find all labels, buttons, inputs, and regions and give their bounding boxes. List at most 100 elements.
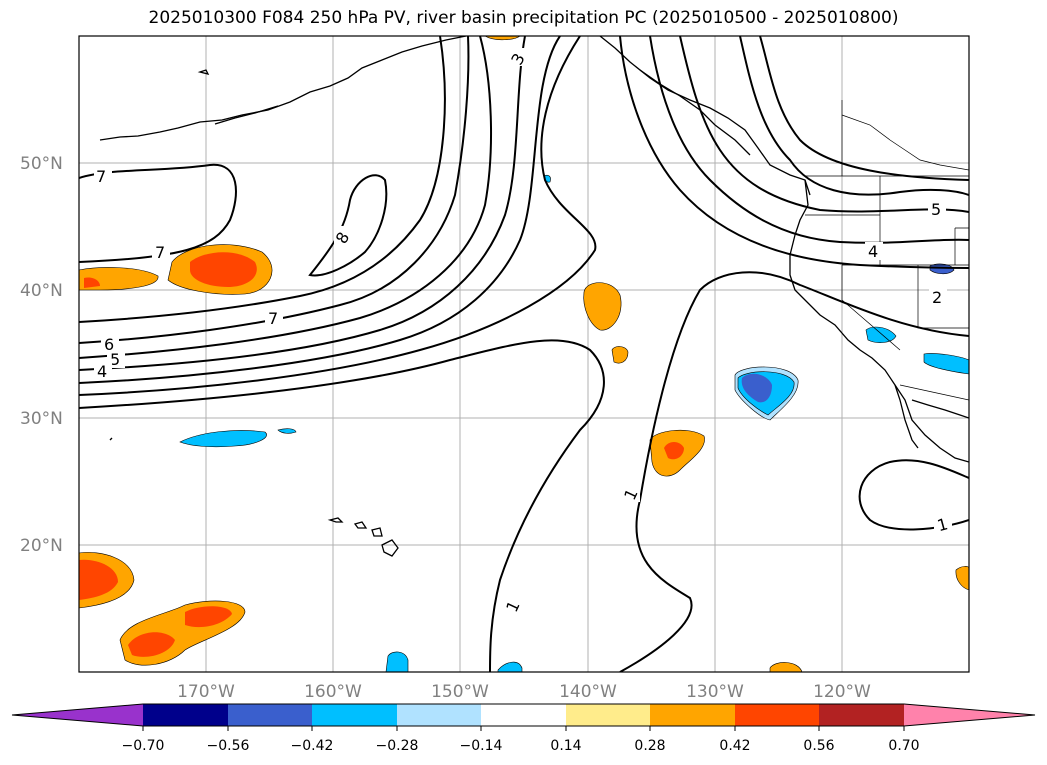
colorbar-segment-5 xyxy=(481,704,566,726)
coastline-gulf-california xyxy=(911,399,969,419)
precip-core-pos-4 xyxy=(128,632,175,657)
precip-area-pos-6 xyxy=(583,282,622,331)
colorbar-ticks xyxy=(142,726,905,731)
pv-contour-3r xyxy=(619,36,969,269)
border-us-mexico xyxy=(899,384,969,401)
cb-tick-label-6: 0.14 xyxy=(550,738,581,754)
lat-label-30n: 30°N xyxy=(20,409,63,429)
cb-tick-label-9: 0.56 xyxy=(803,738,834,754)
latitude-labels: 50°N 40°N 30°N 20°N xyxy=(20,154,63,556)
cb-tick-label-3: −0.42 xyxy=(291,738,334,754)
pv-contour-6r xyxy=(739,36,969,196)
precip-positive-areas xyxy=(79,36,969,672)
label-bg xyxy=(928,200,946,218)
lon-label-130w: 130°W xyxy=(686,682,744,702)
label-bg xyxy=(265,309,283,327)
precip-area-pos-9 xyxy=(769,662,803,672)
cb-tick-label-8: 0.42 xyxy=(719,738,750,754)
coastline-hawaii-1 xyxy=(327,517,344,523)
precip-core-neg-1 xyxy=(741,373,772,403)
pv-contour-4 xyxy=(79,36,526,371)
cb-tick-label-2: −0.56 xyxy=(207,738,250,754)
cb-tick-label-5: −0.14 xyxy=(460,738,503,754)
colorbar-segment-7 xyxy=(650,704,735,726)
lat-label-20n: 20°N xyxy=(20,536,63,556)
contour-label-4: 4 xyxy=(97,362,107,381)
longitude-labels: 170°W 160°W 150°W 140°W 130°W 120°W xyxy=(177,682,871,702)
precip-area-pos-7 xyxy=(611,346,629,364)
pv-contour-7b xyxy=(79,36,446,323)
border-wy xyxy=(954,227,969,265)
pv-contour-5 xyxy=(79,36,493,359)
label-bg xyxy=(622,484,640,502)
colorbar-extend-low xyxy=(12,704,143,726)
coastline-island-2 xyxy=(109,437,113,441)
pv-contour-7r xyxy=(759,36,969,181)
colorbar-extend-high xyxy=(904,704,1035,726)
coastline-us-west xyxy=(789,179,969,463)
pv-contour-4r xyxy=(649,36,969,244)
contour-label-7a: 7 xyxy=(96,167,106,186)
contour-label-1c: 1 xyxy=(935,514,950,535)
pv-contour-labels: 7 7 7 8 6 5 4 3 1 1 1 xyxy=(94,48,952,615)
label-bg xyxy=(94,362,112,380)
label-bg xyxy=(929,288,947,306)
precip-area-neg-3 xyxy=(277,428,297,434)
pv-contour-6 xyxy=(79,36,470,344)
cb-tick-label-1: −0.70 xyxy=(122,738,165,754)
label-bg xyxy=(934,514,952,532)
precip-area-pos-10 xyxy=(955,566,969,591)
cb-tick-label-7: 0.28 xyxy=(634,738,665,754)
contour-label-7b: 7 xyxy=(155,243,165,262)
precip-area-neg-2 xyxy=(179,430,267,448)
precip-core-pos-5 xyxy=(185,606,232,628)
pv-contour-3 xyxy=(79,36,561,384)
precip-area-neg-5 xyxy=(497,661,523,672)
coastline-hawaii-big xyxy=(381,539,399,557)
lat-label-40n: 40°N xyxy=(20,281,63,301)
map-panel: 7 7 7 8 6 5 4 3 1 1 1 xyxy=(78,35,970,673)
coastline-island-1 xyxy=(197,69,210,75)
pv-contours xyxy=(79,36,969,672)
lon-label-150w: 150°W xyxy=(431,682,489,702)
label-bg xyxy=(101,335,119,353)
contour-label-5: 5 xyxy=(110,350,120,369)
precip-core-pos-8 xyxy=(664,442,684,460)
lon-label-170w: 170°W xyxy=(177,682,235,702)
lat-label-50n: 50°N xyxy=(20,154,63,174)
colorbar-segment-3 xyxy=(312,704,397,726)
precip-negative-areas xyxy=(179,174,969,672)
pv-contour-2a xyxy=(79,36,597,396)
coastline-aleutians xyxy=(99,36,467,141)
precip-core-pos-1 xyxy=(190,252,257,287)
lon-label-120w: 120°W xyxy=(813,682,871,702)
label-bg xyxy=(152,242,170,260)
contour-label-5r: 5 xyxy=(931,200,941,219)
colorbar-tick-labels: −0.70 −0.56 −0.42 −0.28 −0.14 0.14 0.28 … xyxy=(122,738,920,754)
label-bg xyxy=(94,166,112,184)
contour-label-7c: 7 xyxy=(268,309,278,328)
precip-core-pos-3 xyxy=(79,559,118,600)
precip-area-neg-4 xyxy=(385,651,409,672)
contour-label-6: 6 xyxy=(104,335,114,354)
precip-core-pos-2 xyxy=(84,277,100,288)
lon-label-140w: 140°W xyxy=(559,682,617,702)
coastline-hawaii-2 xyxy=(353,521,368,529)
label-bg xyxy=(504,596,522,614)
colorbar-segment-4 xyxy=(397,704,481,726)
colorbar-segment-8 xyxy=(735,704,819,726)
cb-tick-label-4: −0.28 xyxy=(376,738,419,754)
pv-contour-5r xyxy=(679,36,969,213)
pv-contour-1b xyxy=(619,271,969,672)
precip-area-neg-7 xyxy=(923,353,969,375)
colorbar-segment-1 xyxy=(143,704,228,726)
coastline-hawaii-3 xyxy=(371,527,383,537)
coastline-alaska-panhandle xyxy=(599,36,811,196)
map-frame xyxy=(78,35,970,673)
label-bg xyxy=(334,226,352,244)
colorbar: −0.70 −0.56 −0.42 −0.28 −0.14 0.14 0.28 … xyxy=(11,703,1036,754)
cb-tick-label-10: 0.70 xyxy=(888,738,919,754)
border-yukon xyxy=(841,114,969,171)
pv-contour-1a xyxy=(79,339,605,672)
